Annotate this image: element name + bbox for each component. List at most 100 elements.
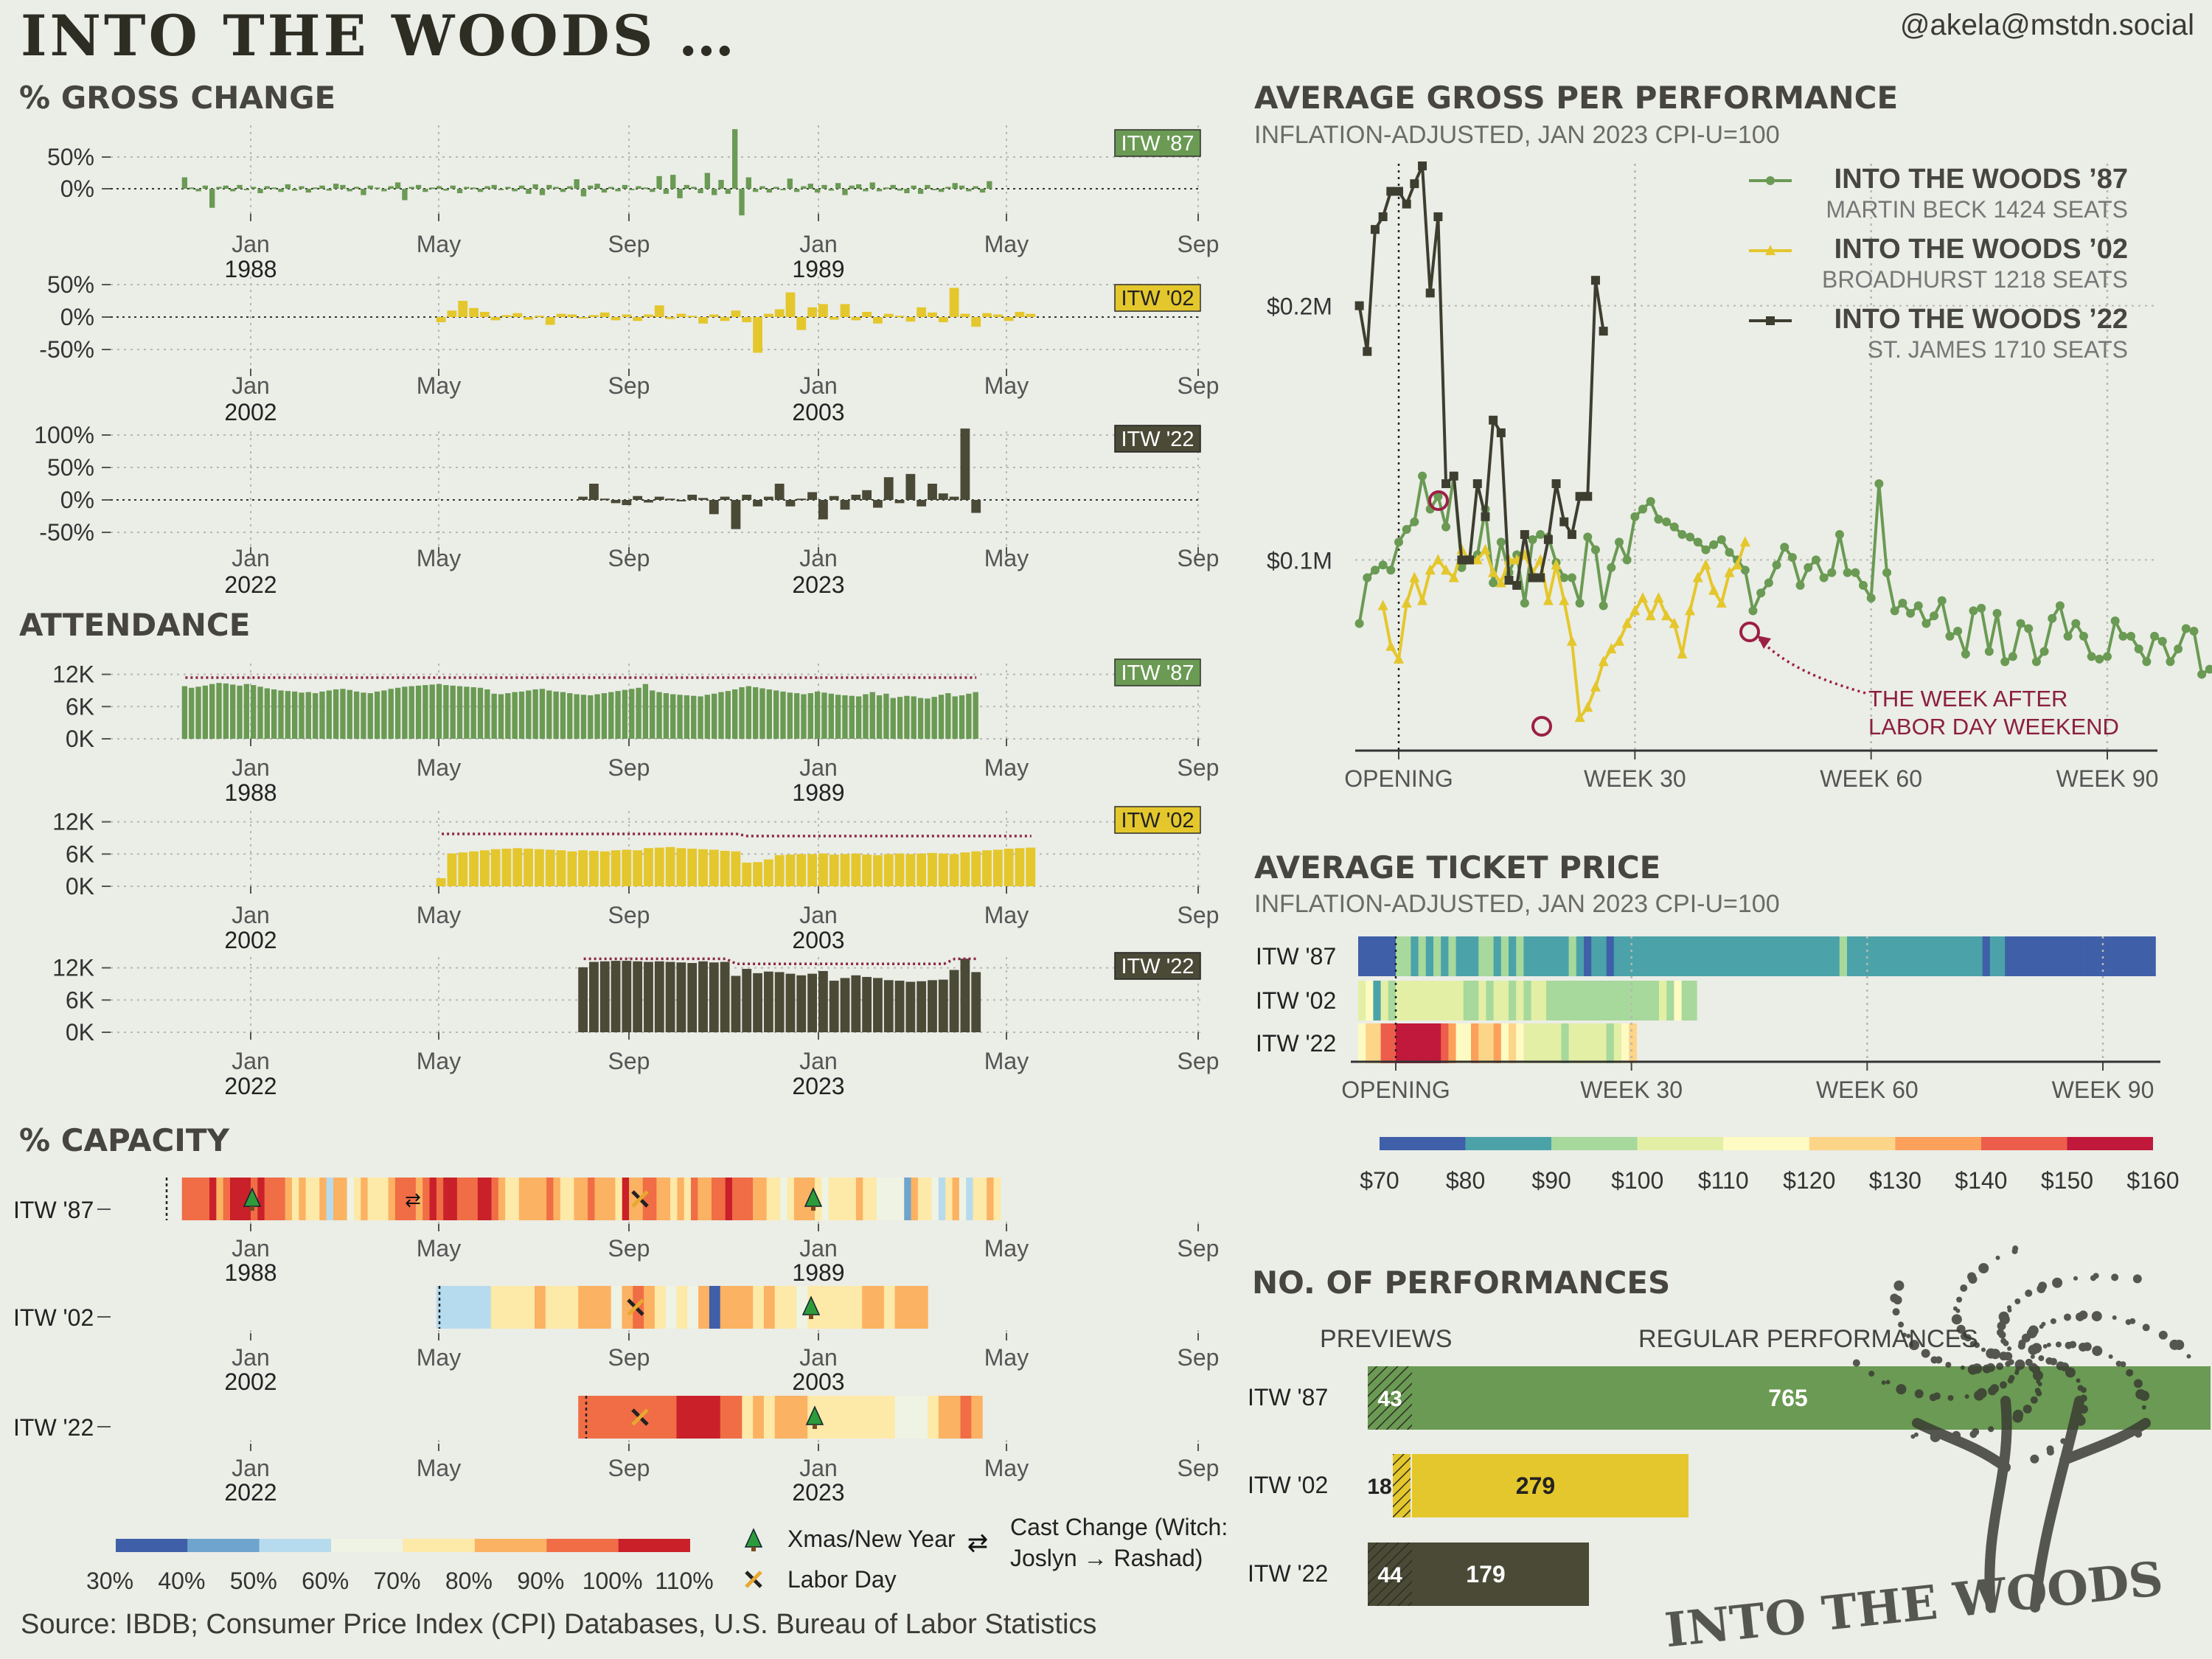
labor-day-icon	[631, 1190, 649, 1208]
gross-perf-point	[1401, 597, 1412, 608]
ticket-price-heading: AVERAGE TICKET PRICE	[1254, 849, 1661, 886]
capacity-cell	[670, 1178, 678, 1220]
attendance-bar	[720, 961, 730, 1032]
capacity-cell	[873, 1396, 885, 1439]
capacity-cell	[945, 1178, 953, 1220]
performances-row-label: ITW '02	[1248, 1472, 1328, 1498]
gross-bar	[818, 304, 828, 317]
capacity-87-month-label: May	[984, 1235, 1029, 1262]
attendance-bar	[436, 878, 446, 886]
capacity-cell	[560, 1178, 568, 1220]
gross-bar	[883, 477, 894, 500]
attendance-bar	[840, 978, 850, 1032]
capacity-legend-tick: 80%	[445, 1568, 493, 1594]
gross-perf-point	[1613, 635, 1624, 646]
capacity-cell	[464, 1178, 472, 1220]
performances-regular-bar	[1412, 1543, 1589, 1606]
attendance-bar	[189, 687, 195, 739]
gross-change-heading: % GROSS CHANGE	[19, 80, 336, 116]
capacity-cell	[574, 1178, 582, 1220]
attendance-ytick-label: 6K	[66, 987, 94, 1013]
ticket-cell	[1358, 1023, 1366, 1063]
ticket-cell	[1448, 981, 1457, 1020]
gross-ytick-label: 50%	[47, 144, 94, 170]
gross-bar	[319, 185, 325, 189]
gross-bar	[753, 189, 759, 192]
attendance-bar	[949, 970, 959, 1032]
gross-perf-point	[1488, 566, 1499, 577]
tree-leaf	[1995, 1255, 2000, 1260]
ticket-legend-tick: $90	[1531, 1167, 1571, 1194]
tree-trunk	[1912, 1396, 2151, 1613]
capacity-cell	[195, 1178, 204, 1220]
ticket-legend-tick: $140	[1955, 1167, 2007, 1194]
capacity-cell	[665, 1396, 678, 1439]
attendance-bar	[644, 961, 653, 1032]
ticket-legend-swatch	[2067, 1137, 2153, 1150]
gross-perf-point	[1890, 606, 1899, 616]
gross-perf-highlight	[1531, 716, 1552, 737]
gross-bar	[828, 189, 834, 191]
gross-perf-xtick-label: WEEK 30	[1584, 765, 1686, 792]
ticket-cell	[1636, 981, 1645, 1020]
gross-perf-point	[1433, 554, 1444, 565]
ticket-cell	[1471, 981, 1479, 1020]
tree-leaf	[2056, 1361, 2065, 1371]
attendance-bar	[917, 853, 927, 886]
gross-perf-point	[1457, 563, 1467, 572]
capacity-cell	[458, 1286, 470, 1329]
tree-leaf	[2090, 1275, 2096, 1281]
gross-perf-point	[1709, 540, 1719, 549]
performances-preview-bar	[1368, 1543, 1412, 1606]
gross-perf-point	[1520, 529, 1529, 539]
capacity-cell	[271, 1178, 279, 1220]
gross-bar	[408, 187, 414, 189]
tree-leaf	[2003, 1340, 2009, 1346]
capacity-cell	[484, 1178, 493, 1220]
capacity-cell	[894, 1286, 907, 1329]
gross-perf-point	[1969, 606, 1978, 616]
xmas-tree-icon	[744, 1528, 763, 1548]
capacity-22-month-label: May	[984, 1455, 1029, 1481]
gross-bar	[589, 484, 599, 500]
attendance-bar	[753, 862, 762, 886]
capacity-cell	[556, 1286, 568, 1329]
attendance-22-month-label: May	[417, 1048, 461, 1074]
capacity-cell	[611, 1286, 623, 1329]
attendance-bar	[291, 691, 298, 739]
tree-leaf	[2017, 1342, 2025, 1350]
gross-bar	[518, 185, 525, 189]
tree-leaf	[1960, 1365, 1965, 1370]
ticket-cell	[1832, 936, 1840, 976]
gross-bar	[883, 187, 889, 189]
attendance-bar	[611, 961, 621, 1032]
tree-leaf	[1893, 1295, 1902, 1305]
tree-leaf	[1956, 1296, 1963, 1303]
capacity-cell	[883, 1286, 896, 1329]
gross-bar	[952, 183, 958, 189]
attendance-bar	[698, 961, 708, 1032]
capacity-cell	[829, 1286, 841, 1329]
gross-perf-point	[1898, 599, 1907, 608]
gross-perf-point	[1756, 588, 1766, 598]
tree-leaf	[2030, 1396, 2038, 1404]
ticket-cell	[1688, 981, 1697, 1020]
ticket-legend-tick: $80	[1446, 1167, 1485, 1194]
gross-bar	[801, 186, 807, 189]
attendance-bar	[869, 692, 875, 739]
ticket-cell	[2118, 936, 2126, 976]
capacity-cell	[367, 1178, 375, 1220]
gross-perf-point	[1732, 559, 1743, 570]
capacity-cell	[578, 1286, 590, 1329]
capacity-cell	[622, 1286, 633, 1329]
gross-bar	[456, 189, 463, 194]
gross-perf-point	[1607, 563, 1616, 572]
capacity-cell	[622, 1396, 633, 1439]
gross-bar	[512, 313, 523, 317]
performances-preview-value: 43	[1377, 1387, 1402, 1411]
gross-bar	[347, 189, 352, 192]
gross-bar	[774, 309, 785, 317]
ticket-cell	[1425, 1023, 1434, 1063]
capacity-cell	[763, 1396, 776, 1439]
ticket-cell	[1704, 936, 1712, 976]
